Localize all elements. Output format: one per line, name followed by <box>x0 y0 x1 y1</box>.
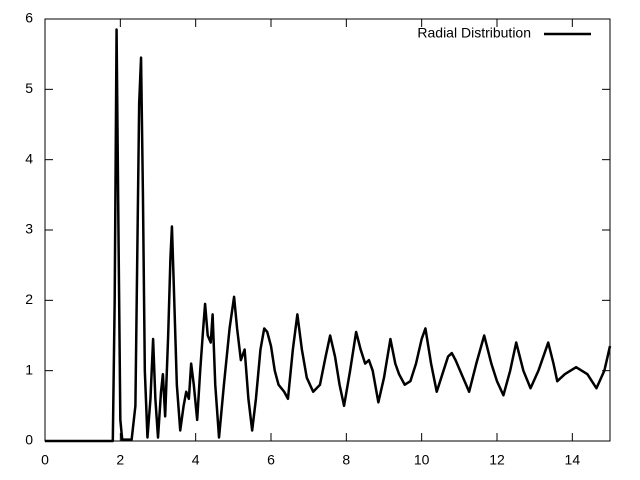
x-tick-label: 2 <box>116 452 124 468</box>
x-tick-label: 14 <box>565 452 581 468</box>
y-tick-label: 6 <box>25 10 33 26</box>
x-tick-label: 12 <box>489 452 505 468</box>
y-tick-label: 3 <box>25 221 33 237</box>
legend-label: Radial Distribution <box>417 25 531 41</box>
x-tick-label: 0 <box>41 452 49 468</box>
y-tick-label: 0 <box>25 432 33 448</box>
x-tick-label: 10 <box>414 452 430 468</box>
y-tick-label: 2 <box>25 291 33 307</box>
y-tick-label: 4 <box>25 150 33 166</box>
y-tick-label: 5 <box>25 80 33 96</box>
y-tick-label: 1 <box>25 361 33 377</box>
x-tick-label: 8 <box>342 452 350 468</box>
x-tick-label: 4 <box>192 452 200 468</box>
data-line <box>45 28 612 443</box>
x-tick-label: 6 <box>267 452 275 468</box>
